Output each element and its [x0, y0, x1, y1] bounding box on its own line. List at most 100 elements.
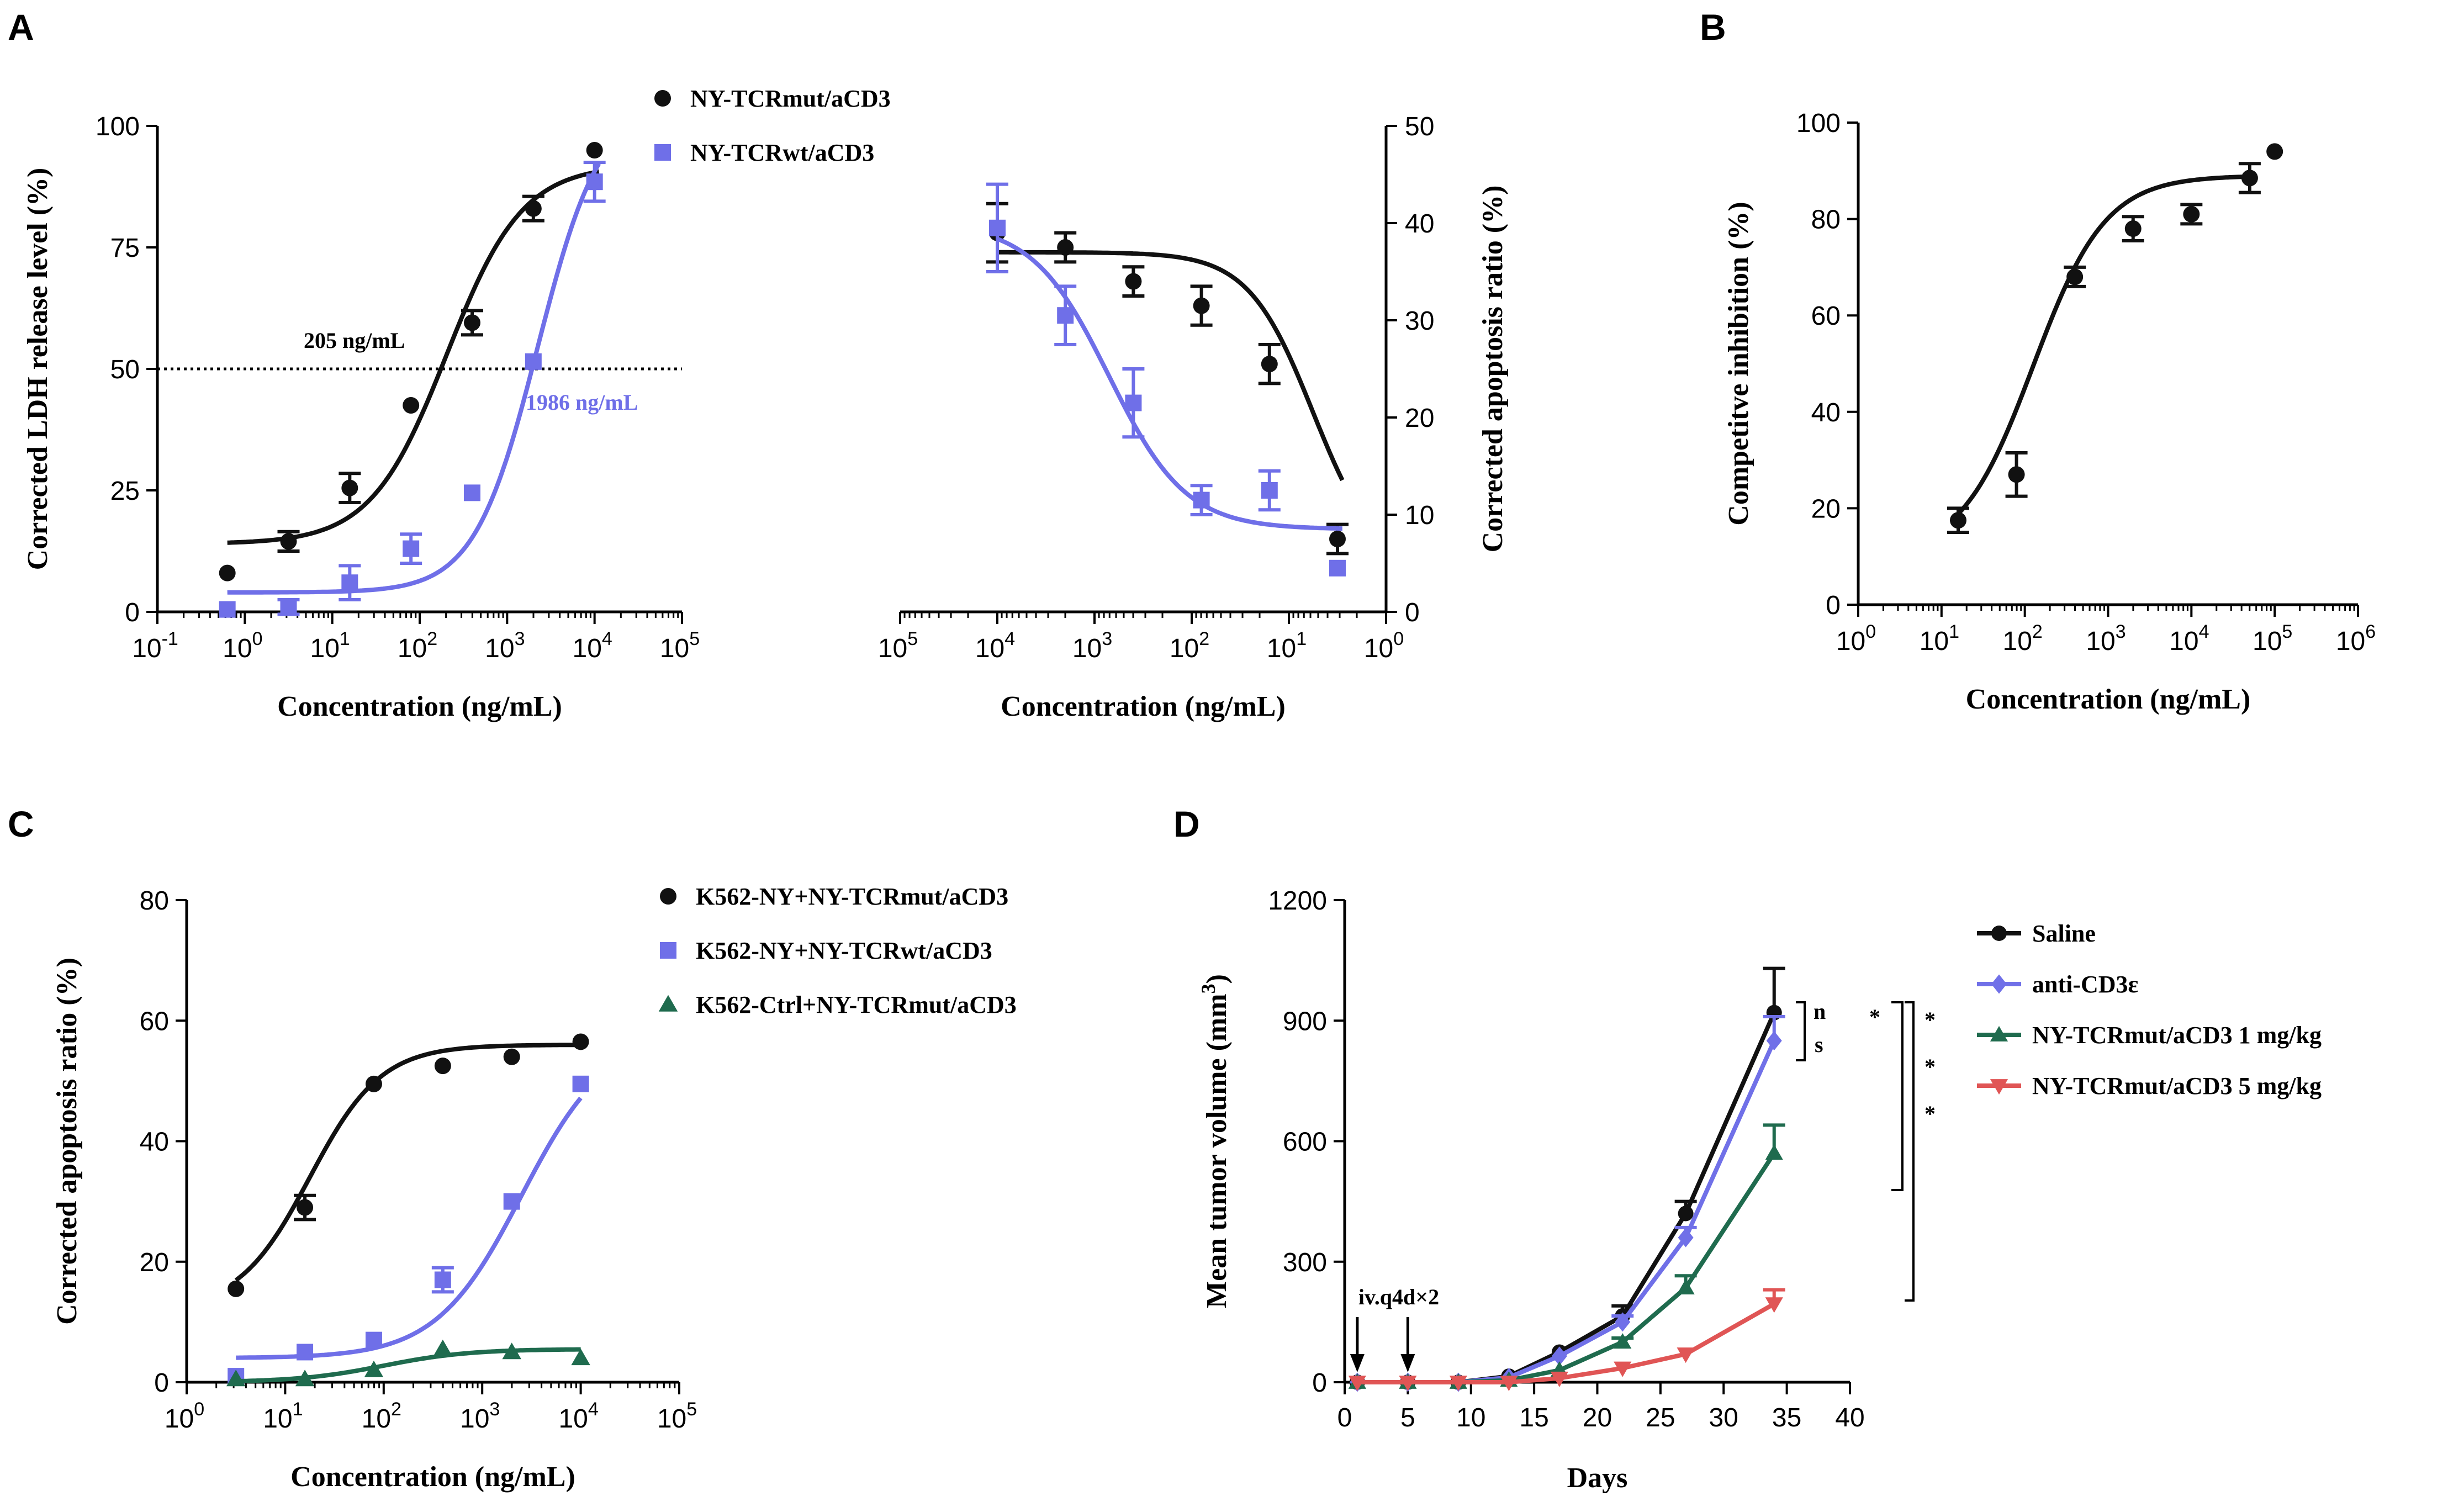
x-tick-label: 100 — [1836, 621, 1876, 656]
data-point — [403, 540, 420, 557]
fit-curve-1 — [996, 236, 1342, 531]
y-tick-label: 1200 — [1268, 886, 1327, 916]
data-point — [1678, 1206, 1694, 1222]
data-point — [464, 484, 480, 501]
x-tick-label: 103 — [1072, 628, 1112, 663]
data-point — [295, 1370, 315, 1387]
significance-star-triple: * — [1924, 1007, 1936, 1032]
data-point — [586, 142, 603, 158]
data-point — [1765, 1144, 1783, 1160]
legend-label: K562-Ctrl+NY-TCRmut/aCD3 — [696, 991, 1017, 1018]
panel-letter-d: D — [1173, 803, 1200, 844]
x-tick-label: 105 — [657, 1399, 697, 1434]
legend-marker — [660, 888, 676, 905]
significance-star-triple: * — [1924, 1101, 1936, 1126]
data-point — [341, 479, 358, 496]
chart-a-ldh-release: 10-1 100 101 102 103 104 105 0 25 50 75 100 Concentr… — [22, 112, 700, 722]
fit-curve-0 — [227, 169, 600, 545]
data-point — [572, 1033, 589, 1050]
data-point — [525, 200, 542, 217]
x-tick-label: 103 — [485, 628, 525, 663]
fit-curve-1 — [236, 1096, 583, 1360]
y-tick-label: 0 — [1826, 591, 1841, 620]
significance-ns: s — [1815, 1032, 1823, 1057]
y-tick-label: 40 — [140, 1128, 169, 1157]
x-tick-label: 101 — [310, 628, 350, 663]
y-tick-label: 60 — [1811, 302, 1841, 331]
y-tick-label: 900 — [1283, 1007, 1327, 1036]
x-tick-label: 102 — [2003, 621, 2043, 656]
legend-label: NY-TCRmut/aCD3 5 mg/kg — [2032, 1072, 2322, 1099]
legend-a: NY-TCRmut/aCD3 NY-TCRwt/aCD3 — [654, 85, 891, 166]
data-point — [280, 533, 297, 550]
data-point — [1615, 1312, 1631, 1332]
data-point — [228, 1280, 245, 1297]
x-tick-label: 20 — [1583, 1403, 1612, 1432]
data-point — [2066, 268, 2084, 286]
legend-marker — [654, 144, 671, 161]
y-axis-title: Corrected apoptosis ratio (%) — [51, 958, 83, 1325]
x-tick-label: 104 — [573, 628, 612, 663]
data-point — [1678, 1228, 1694, 1247]
y-tick-label: 0 — [1405, 598, 1420, 627]
x-tick-label: 102 — [398, 628, 437, 663]
data-point — [365, 1075, 382, 1092]
y-tick-label: 20 — [1405, 404, 1434, 433]
y-tick-label: 0 — [125, 598, 140, 627]
data-point — [364, 1360, 384, 1377]
legend-marker — [1991, 974, 2007, 994]
x-tick-label: 15 — [1519, 1403, 1548, 1432]
chart-c-apoptosis-ratio: 100 101 102 103 104 105 0 20 40 60 80 Concentration… — [51, 886, 697, 1493]
y-tick-label: 20 — [1811, 494, 1841, 524]
x-axis-title: Days — [1567, 1462, 1628, 1494]
data-point — [2266, 143, 2283, 160]
data-point — [1348, 1376, 1366, 1392]
chart-b-competitive-inhibition: 100 101 102 103 104 105 106 0 20 40 60 80 100 Concent… — [1723, 109, 2376, 715]
dosing-arrow-head — [1400, 1354, 1415, 1372]
data-point — [1125, 394, 1142, 411]
ec50-label-wt: 1986 ng/mL — [526, 390, 638, 415]
data-point — [1551, 1346, 1567, 1366]
y-tick-label: 600 — [1283, 1128, 1327, 1157]
x-axis-title: Concentration (ng/mL) — [277, 691, 562, 722]
legend-marker — [1990, 1025, 2008, 1042]
x-tick-label: 103 — [460, 1399, 500, 1434]
data-point — [297, 1199, 314, 1216]
data-point — [586, 173, 603, 191]
data-point — [1193, 297, 1210, 314]
y-axis-title: Mean tumor volume (mm3) — [1197, 974, 1233, 1308]
data-point — [571, 1349, 590, 1366]
data-point — [403, 397, 420, 414]
legend-marker — [658, 995, 678, 1012]
data-point — [365, 1331, 382, 1349]
data-point — [1125, 273, 1142, 290]
data-point — [434, 1058, 451, 1075]
legend-marker — [1991, 926, 2007, 941]
y-axis-title: Corrected apoptosis ratio (%) — [1477, 186, 1509, 553]
significance-ns: n — [1813, 999, 1826, 1024]
x-axis-title: Concentration (ng/mL) — [1966, 684, 2251, 715]
y-tick-label: 300 — [1283, 1248, 1327, 1277]
x-axis-title: Concentration (ng/mL) — [290, 1461, 575, 1493]
data-point — [464, 314, 480, 331]
legend-d: Saline anti-CD3ε NY-TCRmut/aCD3 1 mg/kg NY-… — [1977, 920, 2322, 1099]
data-point — [572, 1075, 589, 1092]
data-point — [433, 1339, 453, 1356]
fit-curve-0 — [234, 1043, 581, 1282]
y-tick-label: 0 — [154, 1368, 169, 1398]
ec50-label-mut: 205 ng/mL — [304, 328, 405, 353]
annotations-d: iv.q4d×2 ns * * * * — [1350, 999, 1936, 1372]
legend-label: NY-TCRmut/aCD3 1 mg/kg — [2032, 1022, 2322, 1049]
fit-curve-2 — [236, 1347, 581, 1384]
data-point — [1193, 491, 1210, 509]
legend-label: NY-TCRmut/aCD3 — [690, 85, 891, 112]
x-tick-label: 101 — [263, 1399, 303, 1434]
significance-bracket — [1796, 1001, 1806, 1061]
data-point — [1399, 1376, 1417, 1392]
data-point — [226, 1370, 246, 1387]
x-tick-label: 105 — [660, 628, 700, 663]
x-tick-label: 105 — [2253, 621, 2292, 656]
data-point — [1261, 356, 1278, 373]
significance-bracket — [1905, 1001, 1915, 1302]
